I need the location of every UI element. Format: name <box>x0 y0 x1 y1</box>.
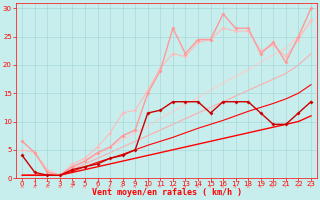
X-axis label: Vent moyen/en rafales ( km/h ): Vent moyen/en rafales ( km/h ) <box>92 188 242 197</box>
